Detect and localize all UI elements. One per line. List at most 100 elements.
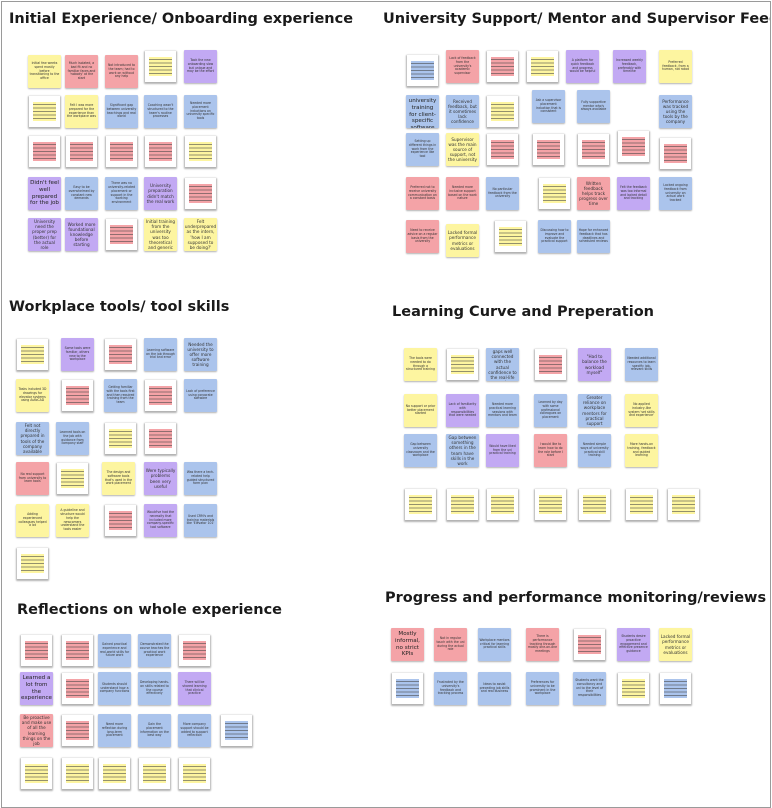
sticky-note[interactable] bbox=[404, 488, 437, 521]
sticky-note[interactable]: Adding experienced colleagues helped a l… bbox=[16, 504, 49, 537]
sticky-note[interactable]: Worked more foundational knowledge befor… bbox=[65, 218, 98, 251]
sticky-note[interactable] bbox=[20, 634, 53, 667]
sticky-note[interactable] bbox=[105, 218, 138, 251]
sticky-note[interactable] bbox=[184, 177, 217, 210]
sticky-note[interactable]: Learned by day with some professional co… bbox=[534, 394, 567, 427]
sticky-note[interactable] bbox=[406, 54, 439, 87]
sticky-note[interactable]: Discussing how to improve and evaluate t… bbox=[538, 220, 571, 253]
sticky-note[interactable]: The tools were needed to do through a st… bbox=[404, 348, 437, 381]
sticky-note[interactable] bbox=[144, 135, 177, 168]
sticky-note[interactable]: The design and software tools that's use… bbox=[102, 462, 135, 495]
sticky-note[interactable]: Mostly informal, no strict KPIs bbox=[391, 628, 424, 661]
sticky-note[interactable]: Learned a lot from the experience bbox=[20, 672, 53, 705]
sticky-note[interactable]: Be proactive and make use of all the lea… bbox=[20, 714, 53, 747]
sticky-note[interactable]: Were typically problems been very useful bbox=[144, 462, 177, 495]
sticky-note[interactable]: Developing hands-on skills related to th… bbox=[138, 672, 171, 705]
sticky-note[interactable] bbox=[577, 133, 610, 166]
sticky-note[interactable] bbox=[28, 95, 61, 128]
sticky-note[interactable]: More hands-on training, feedback and gui… bbox=[625, 434, 658, 467]
sticky-note[interactable] bbox=[65, 135, 98, 168]
sticky-note[interactable]: Preferred feedback, from a human, not ro… bbox=[659, 50, 692, 83]
sticky-note[interactable] bbox=[526, 50, 559, 83]
sticky-note[interactable] bbox=[494, 220, 527, 253]
sticky-note[interactable]: A platform for quick feedback and progre… bbox=[566, 50, 599, 83]
sticky-note[interactable]: Need more reflection during long-term pl… bbox=[98, 714, 131, 747]
sticky-note[interactable]: Felt the feedback was too informal and l… bbox=[617, 177, 650, 210]
sticky-note[interactable]: Performance was tracked using the tools … bbox=[659, 95, 692, 128]
sticky-note[interactable] bbox=[532, 133, 565, 166]
sticky-note[interactable]: Lack of preference using corporate softw… bbox=[184, 379, 217, 412]
sticky-note[interactable]: Didn't feel well prepared for the job bbox=[28, 177, 61, 210]
sticky-note[interactable]: No support or prior better placement sta… bbox=[404, 394, 437, 427]
sticky-note[interactable]: University need the proper prep (better)… bbox=[28, 218, 61, 251]
sticky-note[interactable]: Would have liked from the uni practical … bbox=[486, 434, 519, 467]
sticky-note[interactable]: Fully supportive mentor who's always ava… bbox=[577, 90, 610, 123]
sticky-note[interactable]: Gap between something others in the team… bbox=[446, 434, 479, 467]
sticky-note[interactable]: Lack of familiarity with responsibilitie… bbox=[446, 394, 479, 427]
sticky-note[interactable]: Much isolated, a bad fit and no familiar… bbox=[65, 55, 98, 88]
sticky-note[interactable]: Ask a supervisor placement induction tha… bbox=[532, 90, 565, 123]
sticky-note[interactable] bbox=[446, 348, 479, 381]
sticky-note[interactable]: There will be shared learning that clini… bbox=[178, 672, 211, 705]
sticky-note[interactable] bbox=[178, 634, 211, 667]
sticky-note[interactable] bbox=[659, 137, 692, 170]
sticky-note[interactable] bbox=[184, 135, 217, 168]
sticky-note[interactable]: Increased weekly feedback, preferably wi… bbox=[613, 50, 646, 83]
sticky-note[interactable] bbox=[486, 488, 519, 521]
sticky-note[interactable]: Workplace mentors critical for learning … bbox=[478, 628, 511, 661]
sticky-note[interactable]: Lacked ongoing feedback from university … bbox=[659, 177, 692, 210]
sticky-note[interactable] bbox=[138, 757, 171, 790]
sticky-note[interactable]: Preferences for university to be promine… bbox=[526, 672, 559, 705]
sticky-note[interactable]: Needed the university to offer more soft… bbox=[184, 338, 217, 371]
sticky-note[interactable]: More company support should be added to … bbox=[178, 714, 211, 747]
sticky-note[interactable]: Received feedback, but it sometimes lack… bbox=[446, 95, 479, 128]
sticky-note[interactable]: No university training for client-specif… bbox=[406, 95, 439, 128]
sticky-note[interactable] bbox=[617, 672, 650, 705]
sticky-note[interactable]: Easy to be overwhelmed by constant new d… bbox=[65, 177, 98, 210]
sticky-note[interactable]: Needed more placement inductions on univ… bbox=[184, 95, 217, 128]
sticky-note[interactable]: University preparation didn't match the … bbox=[144, 177, 177, 210]
sticky-note[interactable] bbox=[391, 672, 424, 705]
sticky-note[interactable] bbox=[61, 379, 94, 412]
sticky-note[interactable]: There is performance tracking through mo… bbox=[526, 628, 559, 661]
sticky-note[interactable] bbox=[659, 672, 692, 705]
sticky-note[interactable] bbox=[61, 757, 94, 790]
sticky-note[interactable] bbox=[144, 422, 177, 455]
sticky-note[interactable]: Technical gaps well connected with the a… bbox=[486, 348, 519, 381]
sticky-note[interactable]: Written feedback helps track progress ov… bbox=[577, 177, 610, 210]
sticky-note[interactable] bbox=[534, 348, 567, 381]
sticky-note[interactable]: Coaching wasn't structured to the team's… bbox=[144, 95, 177, 128]
sticky-note[interactable] bbox=[28, 135, 61, 168]
sticky-note[interactable]: Needed additional resources to learn spe… bbox=[625, 348, 658, 381]
sticky-note[interactable] bbox=[104, 422, 137, 455]
sticky-note[interactable]: Students desire proactive engagement and… bbox=[617, 628, 650, 661]
sticky-note[interactable] bbox=[486, 95, 519, 128]
sticky-note[interactable] bbox=[538, 177, 571, 210]
sticky-note[interactable] bbox=[617, 130, 650, 163]
sticky-note[interactable] bbox=[56, 462, 89, 495]
sticky-note[interactable]: No real support from university to learn… bbox=[16, 462, 49, 495]
sticky-note[interactable]: Initial few weeks spent mostly before tr… bbox=[28, 55, 61, 88]
sticky-note[interactable]: Frustrated by the university's feedback … bbox=[434, 672, 467, 705]
sticky-note[interactable]: Needed simple ways of university practic… bbox=[578, 434, 611, 467]
sticky-note[interactable]: Learning software on the job through tri… bbox=[144, 338, 177, 371]
sticky-note[interactable] bbox=[486, 50, 519, 83]
sticky-note[interactable]: Lacked formal performance metrics or eva… bbox=[659, 628, 692, 661]
sticky-note[interactable] bbox=[61, 634, 94, 667]
sticky-note[interactable]: Learned tools on the job with guidance f… bbox=[56, 422, 89, 455]
sticky-note[interactable]: Demonstrated the course teaches the prac… bbox=[138, 634, 171, 667]
sticky-note[interactable] bbox=[61, 672, 94, 705]
sticky-note[interactable]: No applied industry-like system 'set ski… bbox=[625, 394, 658, 427]
sticky-note[interactable]: Ideas to assist preceding job skills and… bbox=[478, 672, 511, 705]
sticky-note[interactable]: Not introduced to the team; had to work … bbox=[105, 55, 138, 88]
sticky-note[interactable]: Took the new onboarding slow but unique … bbox=[184, 50, 217, 83]
sticky-note[interactable] bbox=[16, 338, 49, 371]
sticky-note[interactable] bbox=[573, 628, 606, 661]
sticky-note[interactable]: Greater reliance on workplace mentors fo… bbox=[578, 394, 611, 427]
sticky-note[interactable] bbox=[98, 757, 131, 790]
sticky-note[interactable]: Needed more inclusive support based on t… bbox=[446, 177, 479, 210]
sticky-note[interactable]: Significant gap between university teach… bbox=[105, 95, 138, 128]
sticky-note[interactable] bbox=[104, 504, 137, 537]
sticky-note[interactable]: No particular feedback from the universi… bbox=[486, 177, 519, 210]
sticky-note[interactable]: Some tools were familiar, others new to … bbox=[61, 338, 94, 371]
